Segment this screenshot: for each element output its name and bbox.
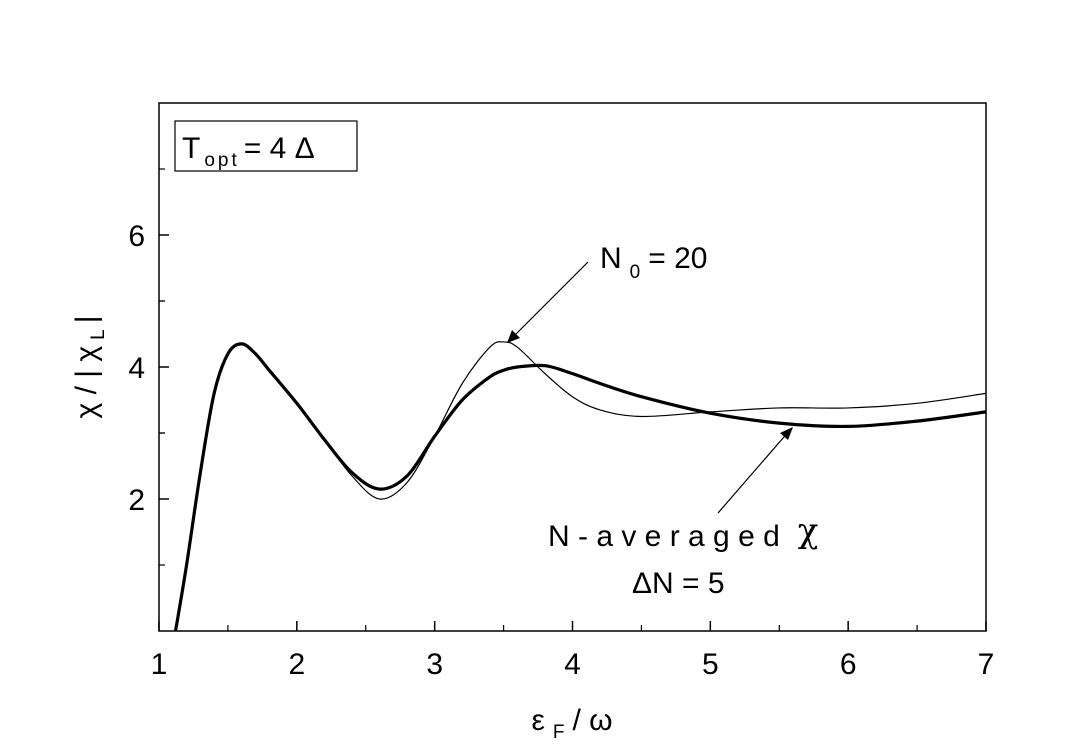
y-axis-label: χ / | χL| (70, 315, 109, 418)
y-tick-label: 6 (128, 220, 145, 253)
arrowhead (780, 427, 793, 440)
line-series (173, 342, 986, 631)
line-series (174, 341, 986, 631)
arrow (509, 261, 589, 341)
x-axis-label: ε F / ω (531, 704, 612, 743)
x-tick-label: 1 (151, 648, 168, 681)
arrow (717, 429, 791, 514)
x-tick-label: 4 (564, 648, 581, 681)
y-tick-label: 4 (128, 352, 145, 385)
x-tick-label: 5 (702, 648, 719, 681)
annotation: N 0 = 20 (600, 242, 707, 283)
y-tick-label: 2 (128, 484, 145, 517)
x-tick-label: 7 (978, 648, 995, 681)
annotation: ΔN = 5 (632, 567, 725, 600)
arrowhead (507, 330, 520, 343)
x-tick-label: 2 (288, 648, 305, 681)
x-tick-label: 6 (840, 648, 857, 681)
legend-box (174, 120, 358, 172)
x-tick-label: 3 (426, 648, 443, 681)
